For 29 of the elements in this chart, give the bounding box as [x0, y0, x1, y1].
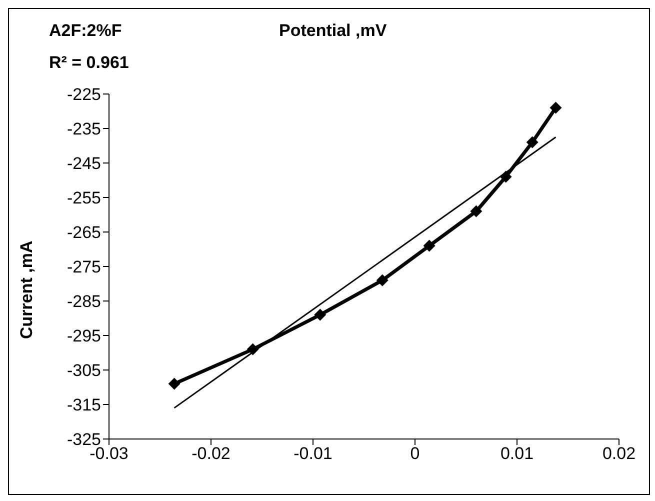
y-tick-label: -295 — [66, 326, 101, 346]
x-tick-label: -0.01 — [294, 444, 332, 464]
point — [314, 308, 326, 321]
y-tick-label: -275 — [66, 258, 101, 277]
x-tick-label: 0 — [410, 444, 420, 464]
y-tick-label: -305 — [66, 361, 101, 380]
y-tick-label: -225 — [66, 85, 101, 104]
x-tick-label: -0.03 — [90, 444, 128, 464]
y-tick-label: -255 — [66, 188, 101, 208]
point — [526, 136, 538, 148]
y-tick-label: -265 — [66, 223, 101, 242]
x-tick-label: 0.01 — [500, 444, 534, 464]
y-tick-label: -285 — [66, 292, 101, 312]
text: R² = 0.961 — [49, 53, 129, 73]
chart-title: Potential ,mV — [279, 21, 387, 41]
point — [376, 274, 388, 286]
y-tick-label: -315 — [66, 396, 101, 415]
point — [246, 343, 259, 356]
y-tick-label: -245 — [66, 154, 101, 174]
point — [470, 205, 482, 218]
x-tick-label: 0.02 — [602, 444, 636, 464]
point — [168, 378, 180, 390]
point — [500, 170, 512, 183]
point — [423, 240, 436, 252]
x-tick-label: -0.02 — [192, 444, 230, 464]
y-tick-label: -235 — [66, 120, 101, 139]
text: A2F:2%F — [49, 21, 122, 41]
y-axis-title: Current ,mA — [17, 240, 37, 339]
point — [550, 102, 562, 114]
